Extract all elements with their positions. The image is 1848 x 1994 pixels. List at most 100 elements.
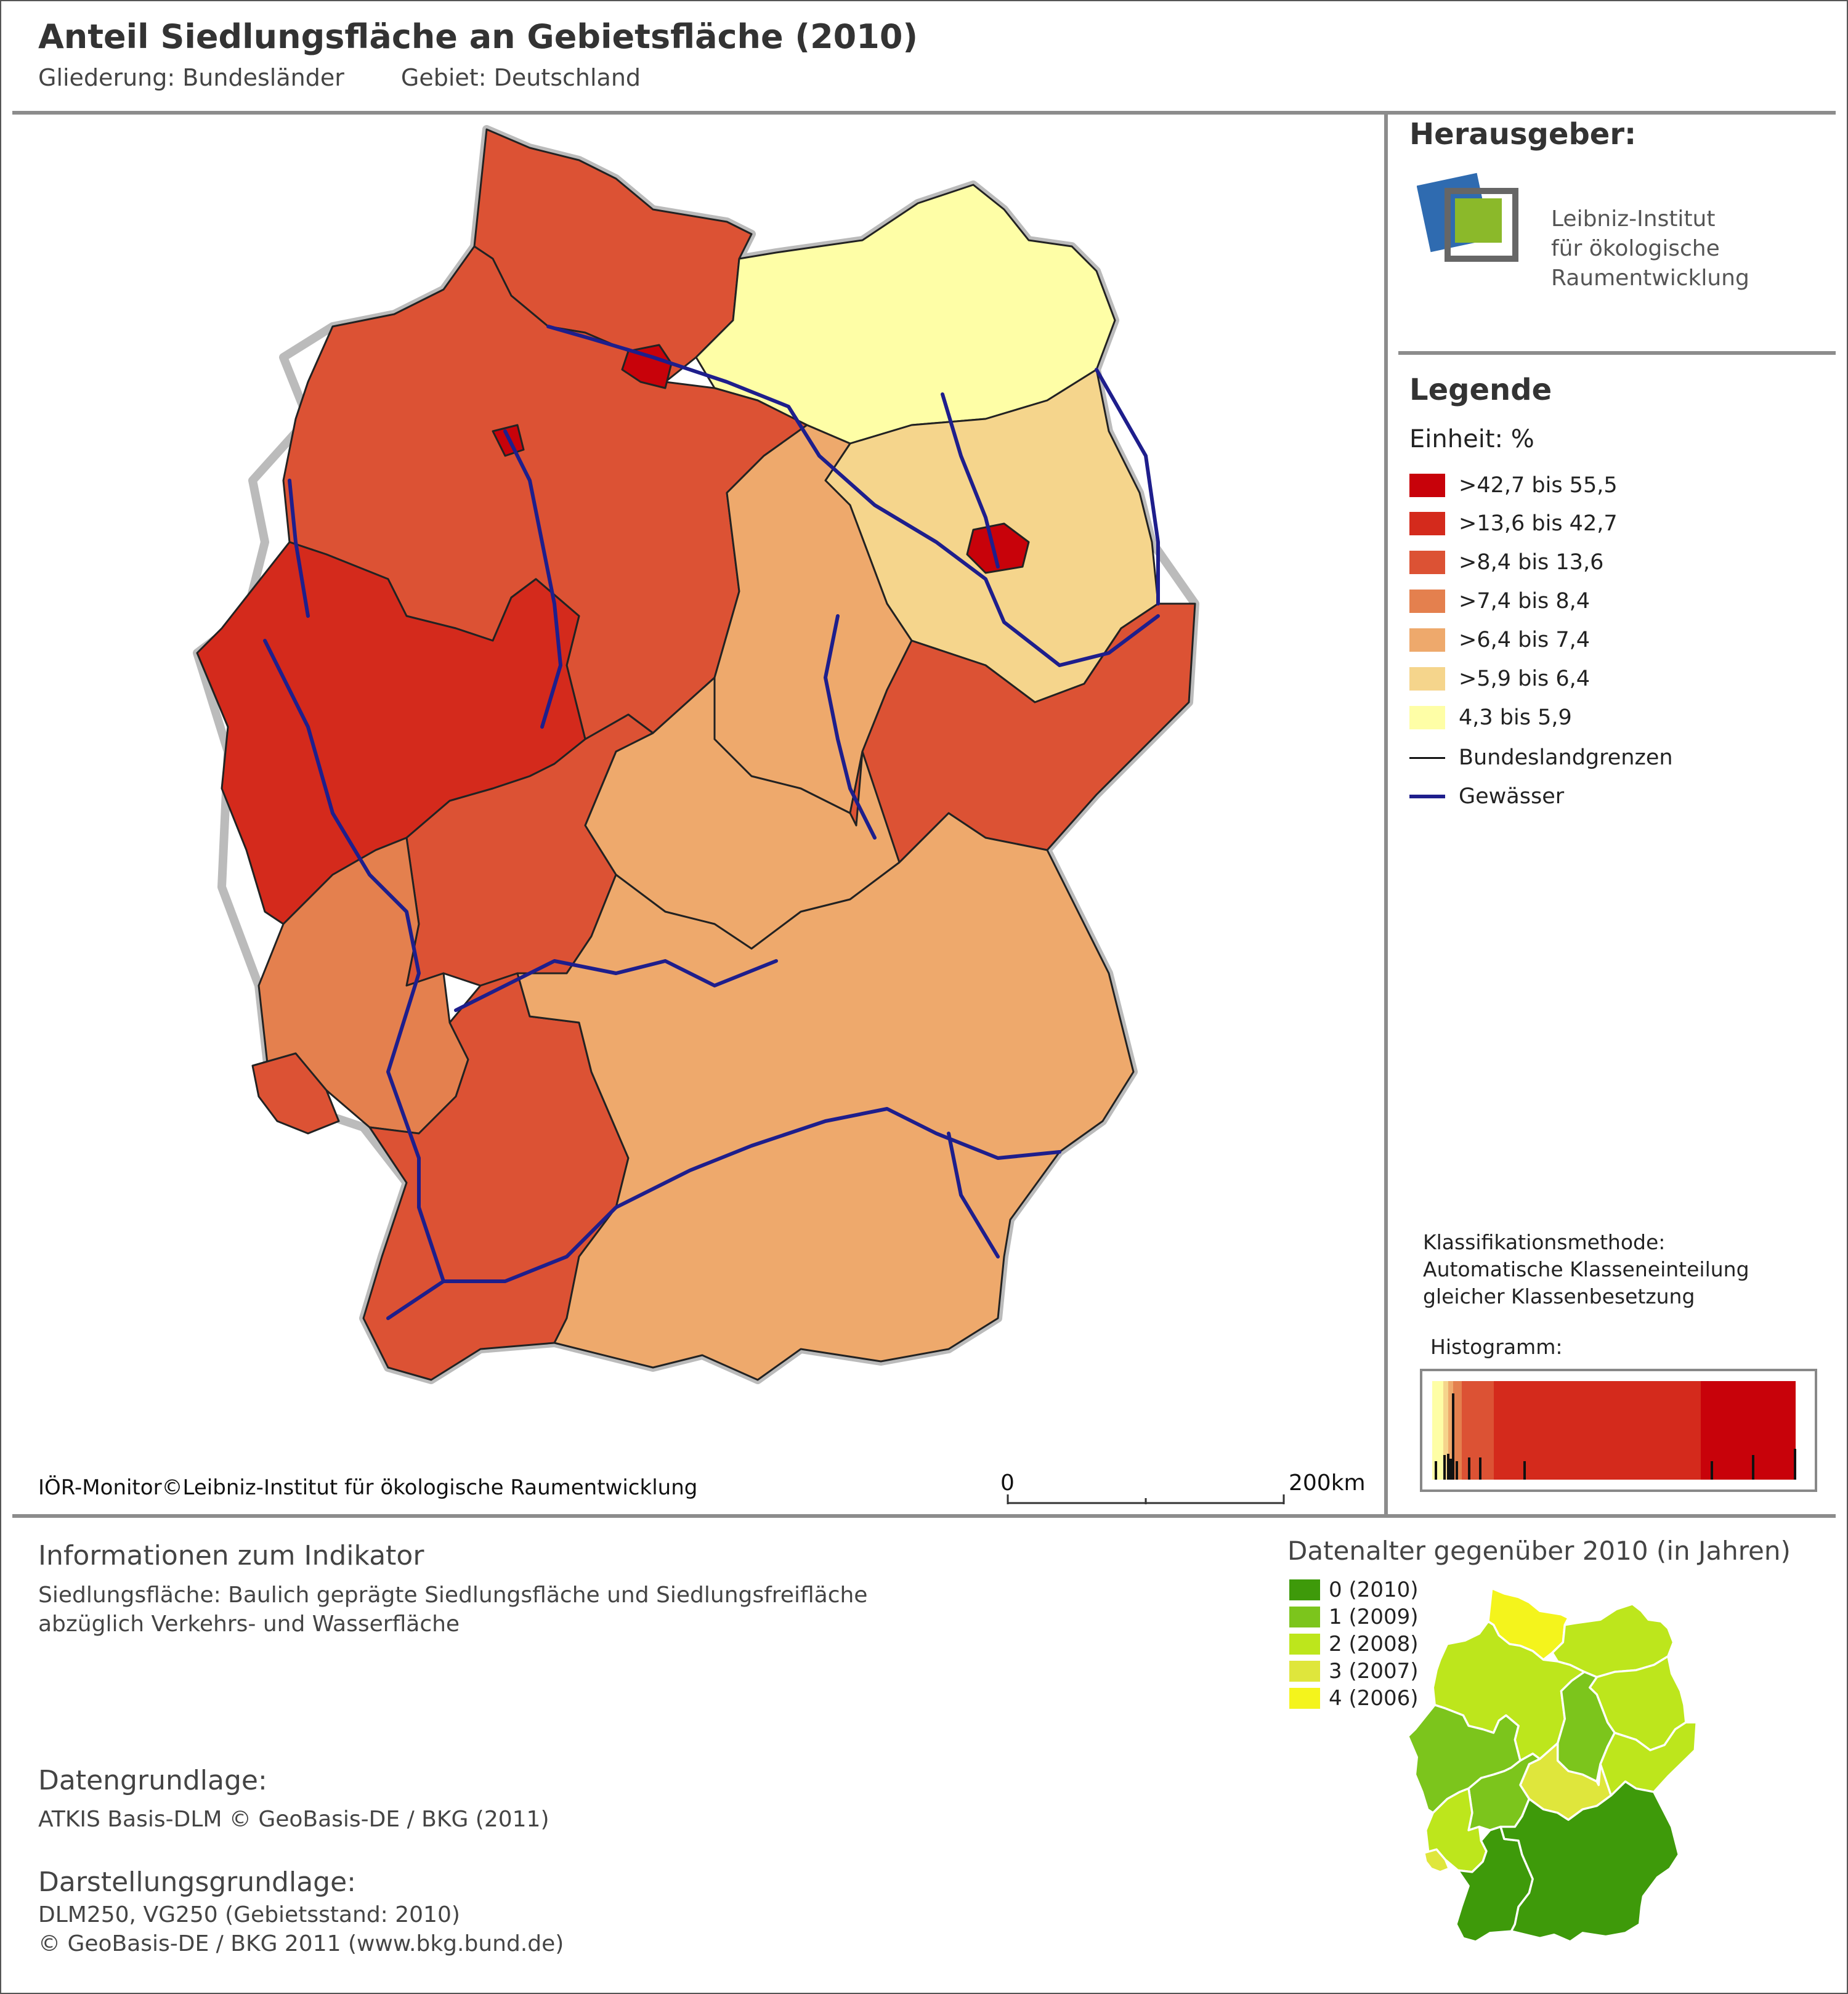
data-age-swatch — [1289, 1661, 1320, 1682]
river-rhine — [263, 639, 445, 1320]
legend-label: Gewässer — [1459, 784, 1565, 809]
data-age-swatch — [1289, 1634, 1320, 1655]
representation-line1: DLM250, VG250 (Gebietsstand: 2010) — [38, 1902, 460, 1927]
legend-label: >6,4 bis 7,4 — [1459, 628, 1591, 652]
scale-start-label: 0 — [1000, 1470, 1015, 1496]
histogram-bin-3 — [1453, 1381, 1462, 1480]
state-bayern — [516, 812, 1135, 1381]
boundary-line-symbol — [1409, 756, 1445, 759]
info-description: Siedlungsfläche: Baulich geprägte Siedlu… — [38, 1581, 867, 1639]
river-saale — [824, 614, 877, 840]
river-elbe — [546, 325, 1160, 667]
legend-class-1: >13,6 bis 42,7 — [1409, 511, 1618, 536]
ioer-logo — [1417, 172, 1518, 262]
legend-class-6: 4,3 bis 5,9 — [1409, 705, 1572, 730]
river-havel — [941, 392, 1000, 569]
river-ems — [288, 479, 310, 618]
legend-label: >42,7 bis 55,5 — [1459, 473, 1618, 498]
sidebar-divider — [1384, 111, 1388, 1515]
representation-line2: © GeoBasis-DE / BKG 2011 (www.bkg.bund.d… — [38, 1931, 564, 1956]
histogram — [1420, 1369, 1817, 1492]
state-berlin — [966, 522, 1030, 574]
publisher-heading: Herausgeber: — [1409, 117, 1637, 152]
data-age-heading: Datenalter gegenüber 2010 (in Jahren) — [1287, 1536, 1791, 1566]
histogram-bin-4 — [1448, 1381, 1453, 1480]
legend-class-5: >5,9 bis 6,4 — [1409, 667, 1590, 691]
histogram-bin-5 — [1443, 1381, 1448, 1480]
legend-class-0: >42,7 bis 55,5 — [1409, 473, 1618, 498]
legend-class-4: >6,4 bis 7,4 — [1409, 628, 1590, 652]
scale-end-label: 200km — [1289, 1470, 1366, 1496]
legend-swatch — [1409, 628, 1445, 652]
legend-swatch — [1409, 706, 1445, 729]
map-subtitle: Gliederung: Bundesländer Gebiet: Deutsch… — [38, 64, 690, 91]
map-title: Anteil Siedlungsfläche an Gebietsfläche … — [38, 17, 918, 56]
legend-label: Bundeslandgrenzen — [1459, 745, 1673, 770]
river-oder — [1095, 368, 1160, 606]
data-age-inset-map — [1407, 1587, 1698, 1943]
classification-text: Klassifikationsmethode: Automatische Kla… — [1423, 1229, 1749, 1310]
age-state-saarland — [1423, 1848, 1451, 1873]
state-hamburg — [621, 344, 673, 389]
gliederung-label: Gliederung: Bundesländer — [38, 64, 344, 91]
river-inn — [947, 1132, 1000, 1258]
data-age-class-2: 2 (2008) — [1289, 1632, 1419, 1656]
data-age-label: 1 (2009) — [1329, 1605, 1419, 1629]
germany-map — [193, 125, 1199, 1384]
federal-states — [196, 128, 1196, 1381]
data-age-swatch — [1289, 1607, 1320, 1627]
legend-swatch — [1409, 512, 1445, 535]
data-age-class-3: 3 (2007) — [1289, 1659, 1419, 1684]
data-age-label: 2 (2008) — [1329, 1632, 1419, 1656]
state-saarland — [251, 1052, 340, 1135]
data-age-class-1: 1 (2009) — [1289, 1605, 1419, 1629]
legend-label: >7,4 bis 8,4 — [1459, 589, 1591, 614]
histogram-bin-0 — [1701, 1381, 1796, 1480]
legend-unit: Einheit: % — [1409, 425, 1534, 453]
legend-class-2: >8,4 bis 13,6 — [1409, 550, 1603, 575]
logo-green-square — [1455, 198, 1502, 243]
footer-divider — [12, 1514, 1836, 1518]
classification-line2: Automatische Klasseneinteilung — [1423, 1257, 1749, 1281]
publisher-name: Leibniz-Institut für ökologische Raument… — [1551, 205, 1749, 293]
representation-text: DLM250, VG250 (Gebietsstand: 2010) © Geo… — [38, 1900, 564, 1958]
legend-swatch — [1409, 667, 1445, 691]
histogram-bin-6 — [1432, 1381, 1443, 1480]
data-age-label: 4 (2006) — [1329, 1686, 1419, 1711]
legend-label: >5,9 bis 6,4 — [1459, 667, 1591, 691]
representation-heading: Darstellungsgrundlage: — [38, 1866, 356, 1898]
data-age-class-0: 0 (2010) — [1289, 1578, 1419, 1602]
logo-frame — [1445, 188, 1518, 262]
data-age-swatch — [1289, 1688, 1320, 1709]
legend-label: >13,6 bis 42,7 — [1459, 511, 1618, 536]
rivers — [263, 325, 1160, 1320]
age-state-bayern — [1499, 1780, 1680, 1943]
histogram-label: Histogramm: — [1430, 1335, 1563, 1359]
sidebar-section-divider — [1398, 351, 1836, 355]
legend-swatch — [1409, 474, 1445, 497]
data-source-text: ATKIS Basis-DLM © GeoBasis-DE / BKG (201… — [38, 1807, 549, 1832]
legend-class-3: >7,4 bis 8,4 — [1409, 589, 1590, 614]
publisher-name-line3: Raumentwicklung — [1551, 265, 1749, 291]
info-heading: Informationen zum Indikator — [38, 1540, 424, 1571]
legend-heading: Legende — [1409, 373, 1552, 407]
legend-water: Gewässer — [1409, 784, 1564, 809]
histogram-bin-2 — [1462, 1381, 1494, 1480]
publisher-name-line1: Leibniz-Institut — [1551, 206, 1716, 232]
legend-label: >8,4 bis 13,6 — [1459, 550, 1604, 575]
legend-boundary: Bundeslandgrenzen — [1409, 745, 1673, 770]
data-age-label: 3 (2007) — [1329, 1659, 1419, 1684]
river-weser — [503, 429, 562, 729]
water-line-symbol — [1409, 795, 1445, 798]
classification-line1: Klassifikationsmethode: — [1423, 1230, 1666, 1254]
data-age-swatch — [1289, 1579, 1320, 1600]
legend-swatch — [1409, 590, 1445, 613]
histogram-bin-1 — [1494, 1381, 1701, 1480]
legend-swatch — [1409, 551, 1445, 574]
data-age-label: 0 (2010) — [1329, 1578, 1419, 1602]
scale-bar — [1007, 1494, 1285, 1504]
publisher-name-line2: für ökologische — [1551, 236, 1720, 261]
legend-label: 4,3 bis 5,9 — [1459, 705, 1572, 730]
header-divider — [12, 111, 1836, 115]
